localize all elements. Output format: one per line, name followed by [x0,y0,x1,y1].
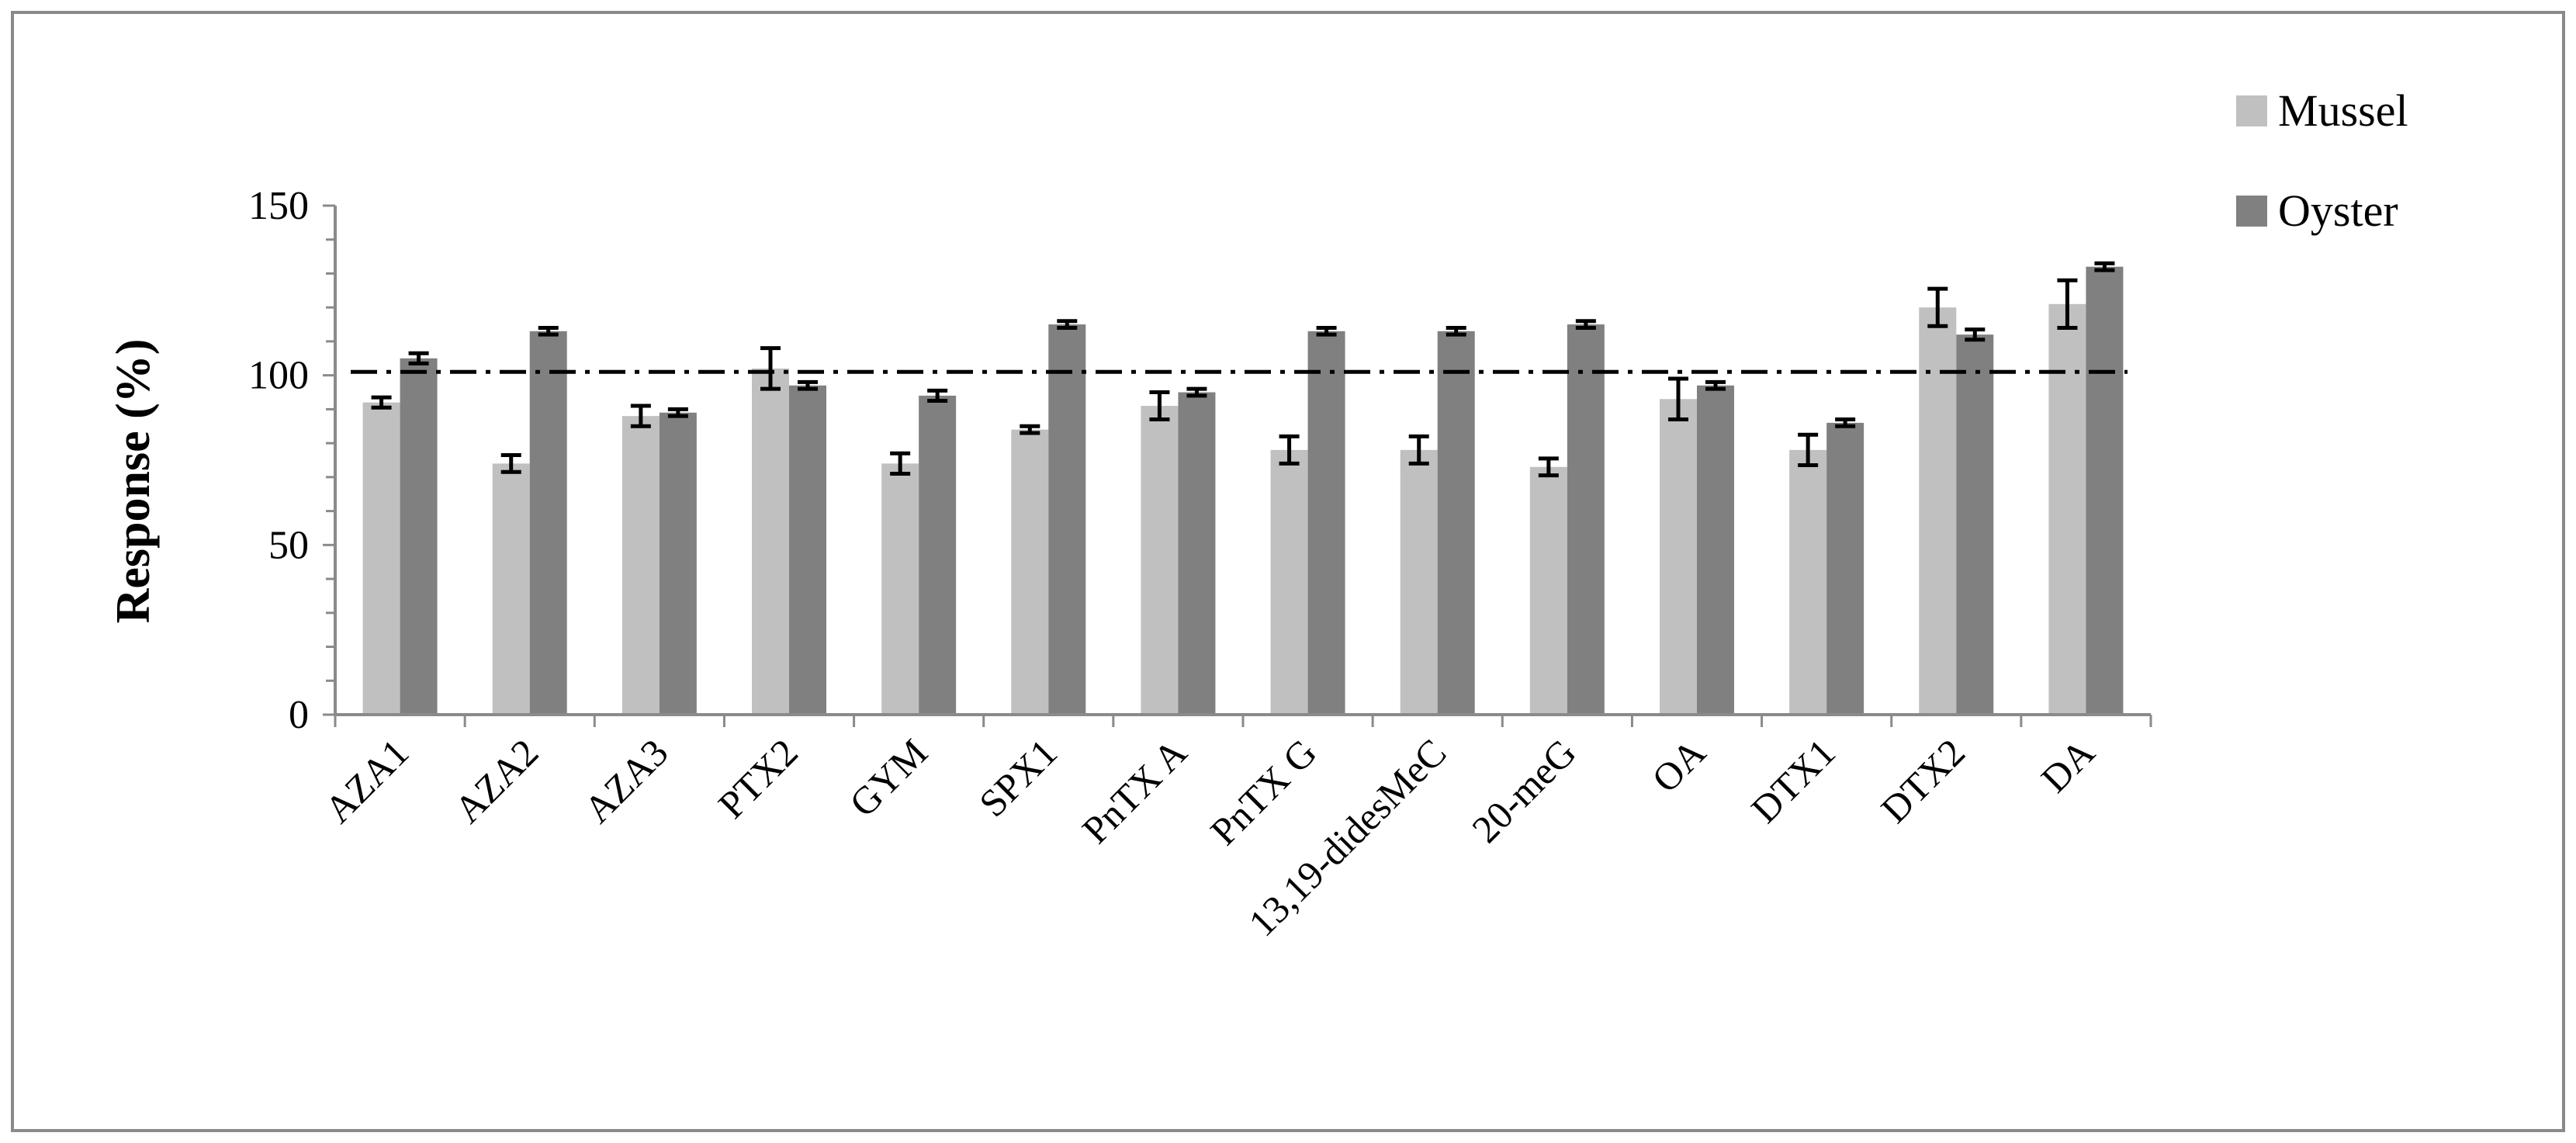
bar-mussel-9 [1400,449,1438,715]
error-bar-oyster-9 [1446,325,1466,337]
bar-mussel-1 [362,402,400,715]
error-bar-oyster-5 [927,388,948,403]
y-tick-label-50: 50 [268,523,309,567]
bar-oyster-7 [1178,392,1216,715]
error-bar-mussel-10 [1538,456,1559,478]
error-bar-mussel-4 [760,346,781,391]
error-bar-oyster-11 [1705,379,1726,391]
error-bar-mussel-12 [1798,432,1819,468]
bar-mussel-3 [621,416,660,715]
bar-oyster-10 [1567,324,1605,715]
error-bar-oyster-4 [798,379,818,391]
error-bar-mussel-1 [371,395,392,410]
bar-oyster-6 [1048,324,1086,715]
error-bar-mussel-14 [2057,278,2078,330]
bar-mussel-13 [1919,307,1957,715]
bar-mussel-12 [1789,449,1827,715]
error-bar-oyster-12 [1835,417,1856,428]
bar-oyster-13 [1956,334,1994,715]
y-tick-label-0: 0 [289,693,309,737]
error-bar-oyster-2 [538,325,559,337]
error-bar-oyster-8 [1316,325,1337,337]
error-bar-oyster-7 [1186,386,1207,398]
bar-oyster-1 [400,358,438,715]
y-axis-title: Response (%) [107,339,160,624]
bar-oyster-2 [529,331,567,715]
bar-oyster-4 [789,385,826,715]
bar-mussel-4 [752,368,789,715]
error-bar-oyster-3 [667,407,688,418]
error-bar-mussel-13 [1927,286,1948,328]
legend-swatch-oyster [2236,196,2267,227]
bar-mussel-7 [1141,406,1179,715]
error-bar-mussel-8 [1279,434,1300,466]
bar-oyster-5 [919,395,957,715]
error-bar-mussel-7 [1149,390,1170,422]
bar-mussel-6 [1011,429,1049,715]
error-bar-oyster-14 [2094,261,2115,272]
bar-oyster-12 [1826,422,1864,715]
bar-oyster-8 [1307,331,1345,715]
error-bar-mussel-5 [890,451,911,476]
y-tick-label-150: 150 [248,184,309,228]
error-bar-mussel-11 [1668,376,1688,422]
bar-oyster-14 [2086,266,2124,715]
legend-swatch-mussel [2236,95,2267,126]
error-bar-mussel-6 [1020,424,1040,435]
error-bar-mussel-3 [630,404,651,428]
bar-mussel-10 [1529,466,1567,715]
bar-oyster-9 [1437,331,1475,715]
error-bar-oyster-13 [1965,327,1986,342]
bar-oyster-3 [659,412,697,715]
legend-label-mussel: Mussel [2278,85,2408,136]
legend: Mussel Oyster [2236,85,2408,236]
legend-label-oyster: Oyster [2278,185,2398,236]
y-tick-label-100: 100 [248,354,309,398]
bar-mussel-8 [1270,449,1308,715]
legend-item-mussel: Mussel [2236,85,2408,136]
legend-item-oyster: Oyster [2236,185,2398,236]
bar-mussel-2 [492,463,530,715]
bar-mussel-5 [881,463,919,715]
bar-mussel-11 [1660,399,1697,715]
bar-oyster-11 [1697,385,1734,715]
error-bar-oyster-10 [1575,319,1596,330]
error-bar-mussel-2 [500,452,521,474]
error-bar-oyster-1 [408,351,429,365]
bar-mussel-14 [2048,303,2086,715]
error-bar-mussel-9 [1408,434,1429,466]
error-bar-oyster-6 [1057,319,1078,330]
